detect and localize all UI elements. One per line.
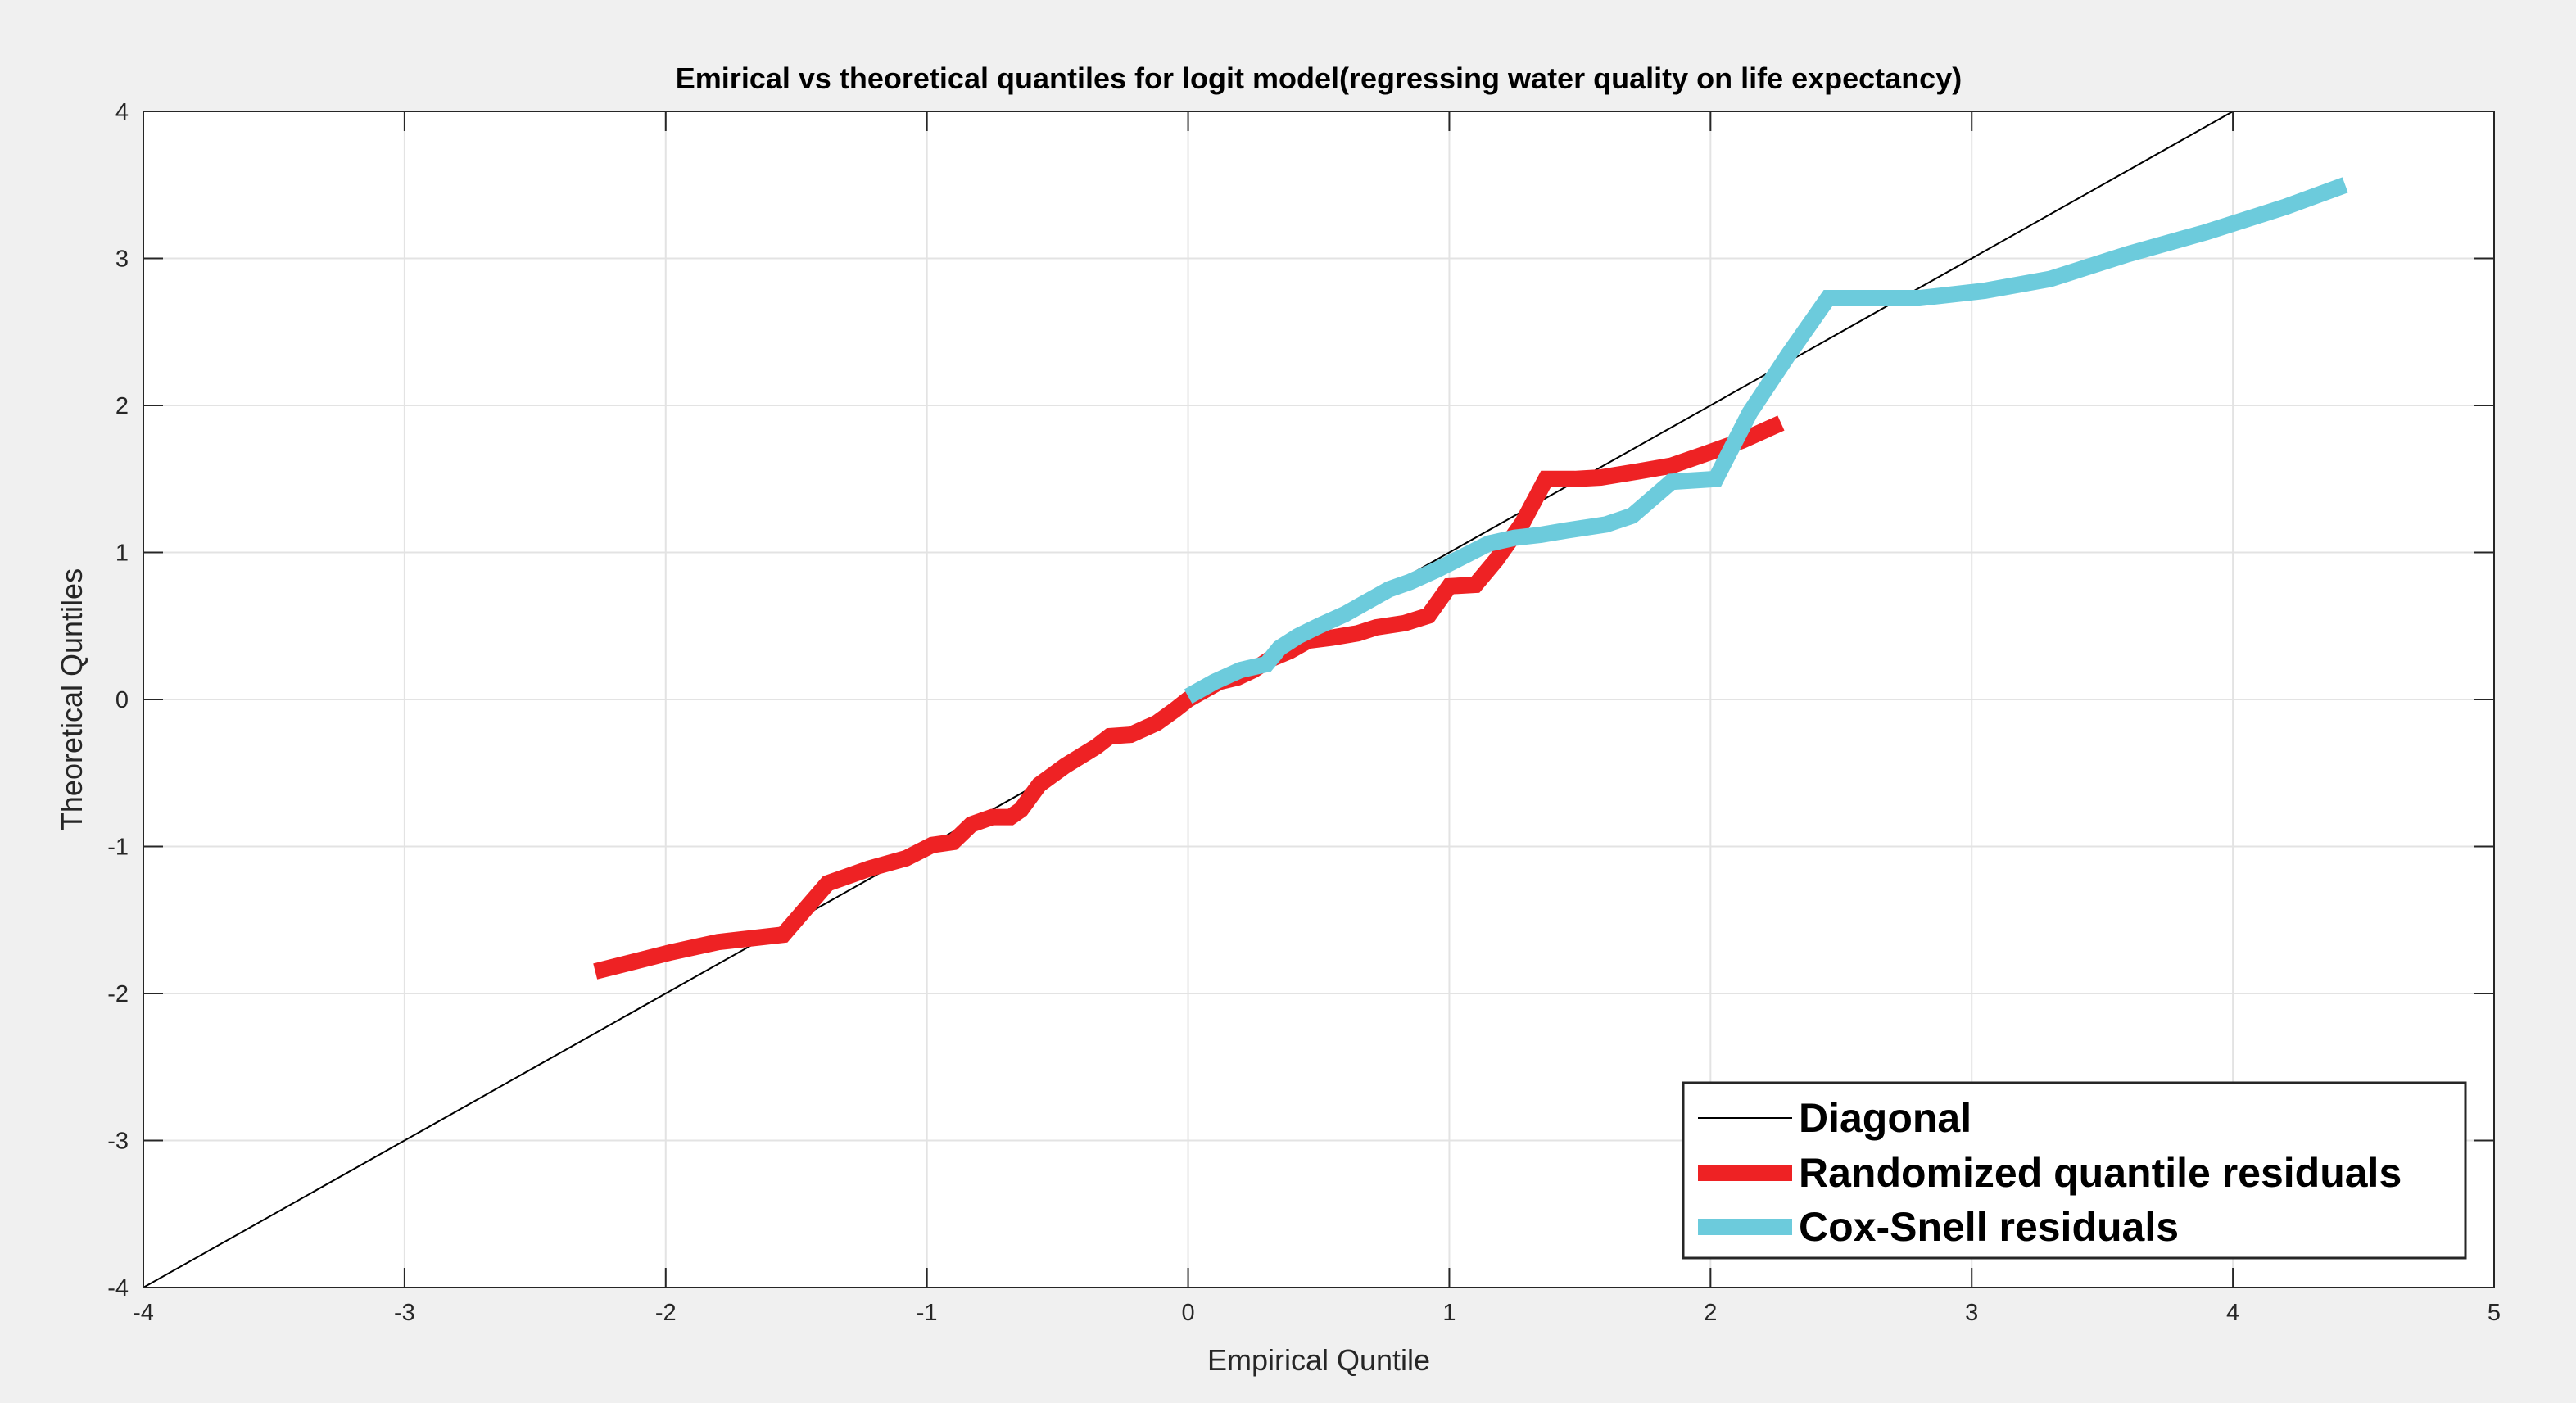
axis-ticks: -4 -3 -2 -1 0 1 2 3 4 5 -4 -3 -2 -1 0 1 2 3 4 — [107, 99, 2501, 1326]
legend-box — [1682, 1081, 2467, 1260]
x-tick-label: 0 — [1181, 1300, 1194, 1326]
x-tick-label: 4 — [2226, 1300, 2239, 1326]
x-tick-label: 5 — [2488, 1300, 2501, 1326]
legend: Diagonal Randomized quantile residuals C… — [1682, 1081, 2467, 1260]
series-lines — [143, 111, 2348, 1288]
y-tick-label: 2 — [115, 393, 129, 419]
x-tick-label: -4 — [133, 1300, 154, 1326]
x-tick-label: -1 — [917, 1300, 938, 1326]
x-axis-label: Empirical Quntile — [1207, 1343, 1430, 1377]
x-tick-label: 3 — [1965, 1300, 1978, 1326]
y-tick-label: -2 — [107, 981, 129, 1007]
y-tick-label: -4 — [107, 1275, 129, 1301]
chart-title: Emirical vs theoretical quantiles for lo… — [676, 61, 1962, 95]
cox-snell-line — [1184, 177, 2348, 704]
y-tick-label: 1 — [115, 541, 129, 567]
legend-label-cox-snell: Cox-Snell residuals — [1799, 1204, 2179, 1250]
x-tick-label: -2 — [655, 1300, 677, 1326]
legend-label-diagonal: Diagonal — [1799, 1095, 1972, 1141]
x-tick-label: -3 — [394, 1300, 415, 1326]
y-axis-label: Theoretical Quntiles — [55, 568, 88, 830]
y-tick-label: 0 — [115, 687, 129, 713]
x-tick-label: 2 — [1704, 1300, 1717, 1326]
y-tick-label: 4 — [115, 99, 129, 125]
legend-label-randomized: Randomized quantile residuals — [1799, 1150, 2402, 1196]
y-tick-label: 3 — [115, 247, 129, 273]
x-tick-label: 1 — [1442, 1300, 1456, 1326]
y-tick-label: -3 — [107, 1129, 129, 1155]
y-tick-label: -1 — [107, 835, 129, 861]
